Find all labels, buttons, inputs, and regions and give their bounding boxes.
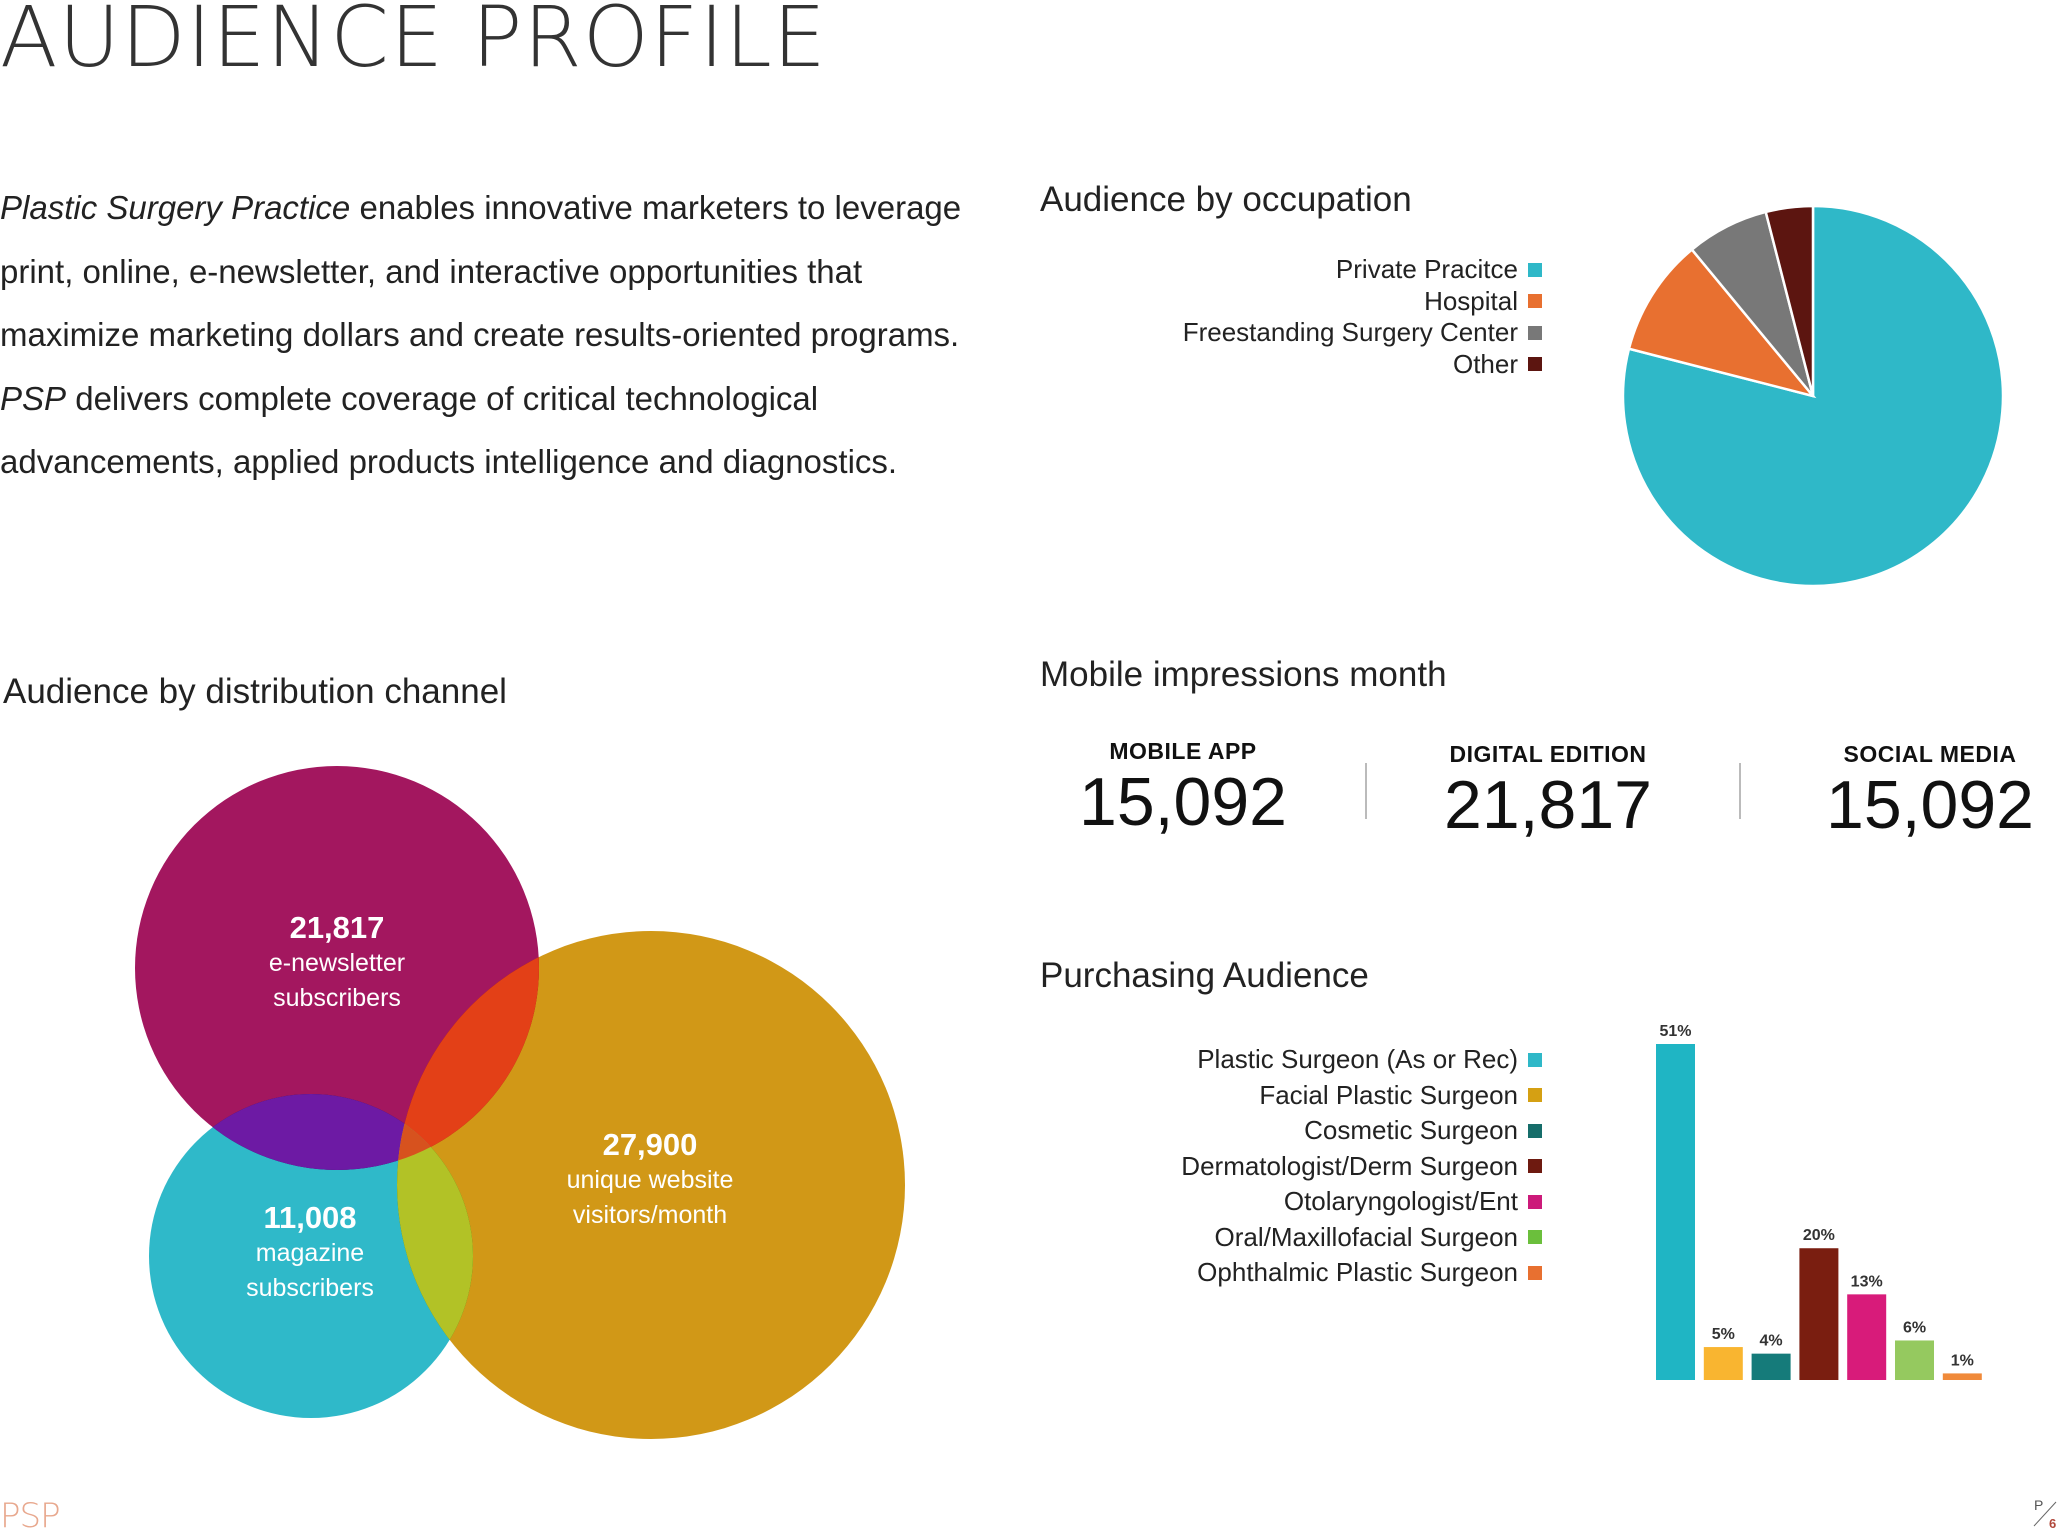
purchasing-legend-label: Dermatologist/Derm Surgeon xyxy=(1181,1150,1518,1181)
purchasing-legend-item: Facial Plastic Surgeon xyxy=(1259,1080,1542,1111)
occupation-legend-item: Freestanding Surgery Center xyxy=(1183,317,1542,348)
venn-label-newsletter: 21,817 e-newsletter subscribers xyxy=(237,910,437,1016)
page-title: AUDIENCE PROFILE xyxy=(0,0,827,86)
venn-magazine-value: 11,008 xyxy=(263,1200,357,1235)
intro-text-2: delivers complete coverage of critical t… xyxy=(0,379,898,481)
page-number-slash xyxy=(2033,1501,2057,1527)
stat-social-media: SOCIAL MEDIA 15,092 xyxy=(1800,741,2060,844)
footer-logo: PSP xyxy=(0,1496,61,1536)
purchasing-title: Purchasing Audience xyxy=(1040,956,1369,995)
occupation-legend-swatch xyxy=(1528,357,1542,371)
occupation-legend-swatch xyxy=(1528,325,1542,340)
occupation-legend-item: Hospital xyxy=(1424,286,1542,317)
bar xyxy=(1895,1340,1934,1380)
venn-magazine-line1: magazine xyxy=(255,1239,365,1267)
purchasing-bar-chart: 51% 5% 4% 20% 13% 6% 1% xyxy=(1656,1023,1982,1380)
purchasing-legend-swatch xyxy=(1528,1230,1542,1244)
bar-value-label: 4% xyxy=(1760,1333,1783,1350)
venn-newsletter-line2: subscribers xyxy=(273,984,401,1012)
bar-value-label: 5% xyxy=(1712,1326,1735,1343)
purchasing-legend-item: Ophthalmic Plastic Surgeon xyxy=(1197,1257,1542,1288)
bar xyxy=(1703,1347,1743,1380)
stat-digital-edition: DIGITAL EDITION 21,817 xyxy=(1418,741,1678,844)
stat-mobile-app: MOBILE APP 15,092 xyxy=(1053,738,1313,841)
occupation-legend-item: Private Pracitce xyxy=(1336,254,1542,285)
venn-newsletter-line1: e-newsletter xyxy=(268,949,406,977)
purchasing-legend-label: Oral/Maxillofacial Surgeon xyxy=(1214,1221,1518,1252)
venn-website-line1: unique website xyxy=(566,1166,734,1194)
occupation-legend: Private Pracitce Hospital Freestanding Sur… xyxy=(1000,254,1542,384)
intro-publication-name: Plastic Surgery Practice xyxy=(0,189,351,226)
venn-circle-website xyxy=(397,931,905,1439)
stat-digital-edition-label: DIGITAL EDITION xyxy=(1449,741,1647,767)
stat-divider-2 xyxy=(1739,763,1741,819)
purchasing-legend: Plastic Surgeon (As or Rec) Facial Plasti… xyxy=(1000,1044,1542,1294)
venn-website-value: 27,900 xyxy=(602,1127,698,1162)
venn-newsletter-value: 21,817 xyxy=(289,910,385,945)
occupation-legend-label: Private Pracitce xyxy=(1335,254,1518,284)
occupation-legend-label: Hospital xyxy=(1424,285,1518,316)
stat-mobile-app-label: MOBILE APP xyxy=(1109,738,1257,764)
purchasing-legend-item: Oral/Maxillofacial Surgeon xyxy=(1215,1222,1542,1253)
occupation-legend-swatch xyxy=(1528,294,1542,308)
intro-text-1: enables innovative marketers to leverage… xyxy=(0,189,962,353)
bar-value-label: 1% xyxy=(1951,1352,1974,1369)
purchasing-legend-label: Plastic Surgeon (As or Rec) xyxy=(1197,1044,1518,1074)
occupation-title: Audience by occupation xyxy=(1040,180,1412,219)
purchasing-legend-item: Plastic Surgeon (As or Rec) xyxy=(1197,1044,1542,1075)
bar-value-label: 20% xyxy=(1803,1227,1835,1244)
purchasing-legend-swatch xyxy=(1528,1088,1542,1102)
page-number-prefix: P xyxy=(2034,1497,2044,1513)
occupation-legend-swatch xyxy=(1528,262,1542,277)
purchasing-legend-swatch xyxy=(1528,1194,1542,1209)
pie-slice xyxy=(1627,247,1817,399)
purchasing-legend-swatch xyxy=(1528,1265,1542,1280)
purchasing-legend-item: Otolaryngologist/Ent xyxy=(1284,1186,1542,1217)
intro-paragraph: Plastic Surgery Practice enables innovat… xyxy=(0,176,1000,494)
bar xyxy=(1656,1044,1695,1380)
purchasing-legend-label: Cosmetic Surgeon xyxy=(1304,1115,1518,1145)
stat-social-media-label: SOCIAL MEDIA xyxy=(1843,741,2017,767)
stat-mobile-app-value: 15,092 xyxy=(1079,764,1287,840)
occupation-legend-item: Other xyxy=(1453,349,1542,380)
stat-divider-1 xyxy=(1365,763,1367,819)
pie-slice xyxy=(1621,204,2005,588)
mobile-title: Mobile impressions month xyxy=(1040,655,1447,694)
venn-circle-magazine xyxy=(149,1094,473,1418)
purchasing-legend-swatch xyxy=(1528,1123,1542,1138)
page-number: 6 xyxy=(2049,1516,2057,1531)
bar-value-label: 13% xyxy=(1851,1273,1883,1290)
purchasing-legend-label: Facial Plastic Surgeon xyxy=(1259,1079,1518,1110)
bar-value-label: 6% xyxy=(1903,1319,1926,1336)
bar xyxy=(1847,1294,1887,1380)
intro-abbrev: PSP xyxy=(0,379,67,417)
distribution-title: Audience by distribution channel xyxy=(3,672,507,711)
purchasing-legend-item: Cosmetic Surgeon xyxy=(1304,1115,1542,1146)
distribution-venn xyxy=(135,766,905,1439)
purchasing-legend-swatch xyxy=(1528,1052,1542,1067)
venn-website-line2: visitors/month xyxy=(572,1201,728,1229)
bar xyxy=(1799,1248,1839,1380)
purchasing-legend-label: Otolaryngologist/Ent xyxy=(1283,1186,1518,1216)
bar-value-label: 51% xyxy=(1659,1023,1691,1040)
venn-magazine-line2: subscribers xyxy=(246,1274,374,1302)
occupation-pie-chart xyxy=(1621,204,2005,588)
stat-digital-edition-value: 21,817 xyxy=(1444,767,1652,843)
purchasing-legend-item: Dermatologist/Derm Surgeon xyxy=(1181,1151,1542,1182)
bar xyxy=(1942,1373,1982,1380)
occupation-legend-label: Freestanding Surgery Center xyxy=(1182,317,1518,347)
purchasing-legend-label: Ophthalmic Plastic Surgeon xyxy=(1197,1257,1518,1287)
venn-label-website: 27,900 unique website visitors/month xyxy=(520,1127,780,1233)
purchasing-legend-swatch xyxy=(1528,1159,1542,1173)
occupation-legend-label: Other xyxy=(1452,348,1518,379)
venn-label-magazine: 11,008 magazine subscribers xyxy=(210,1200,410,1306)
pie-slice xyxy=(1764,204,1815,397)
stat-social-media-value: 15,092 xyxy=(1826,767,2034,843)
bar xyxy=(1751,1353,1791,1380)
